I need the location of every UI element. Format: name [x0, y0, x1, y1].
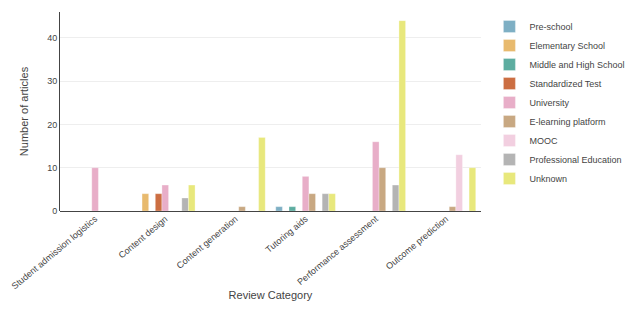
svg-text:Number of articles: Number of articles [18, 66, 30, 156]
svg-text:Content design: Content design [117, 214, 170, 261]
svg-text:Review Category: Review Category [229, 289, 313, 301]
svg-text:Content generation: Content generation [175, 214, 240, 271]
svg-text:University: University [529, 98, 569, 108]
svg-text:Student admission logistics: Student admission logistics [10, 214, 100, 292]
svg-text:Professional Education: Professional Education [529, 155, 621, 165]
svg-text:MOOC: MOOC [529, 136, 557, 146]
svg-text:10: 10 [47, 163, 57, 173]
svg-text:Tutoring aids: Tutoring aids [264, 214, 310, 255]
svg-text:30: 30 [47, 76, 57, 86]
svg-text:Elementary School: Elementary School [529, 41, 605, 51]
svg-text:0: 0 [52, 206, 57, 216]
svg-text:Middle and High School: Middle and High School [529, 60, 624, 70]
svg-text:Standardized Test: Standardized Test [529, 79, 601, 89]
svg-text:Pre-school: Pre-school [529, 22, 572, 32]
svg-text:Outcome prediction: Outcome prediction [384, 214, 450, 272]
svg-text:Performance assessment: Performance assessment [295, 214, 380, 288]
svg-text:Unknown: Unknown [529, 174, 567, 184]
svg-text:20: 20 [47, 120, 57, 130]
svg-text:40: 40 [47, 33, 57, 43]
svg-text:E-learning platform: E-learning platform [529, 117, 605, 127]
